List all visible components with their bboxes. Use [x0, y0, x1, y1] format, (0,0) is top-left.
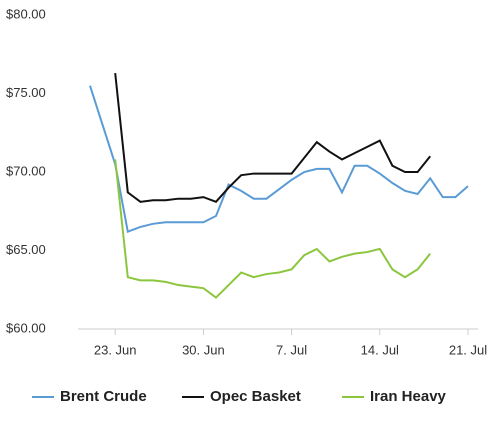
y-tick-label: $60.00	[6, 320, 46, 335]
line-series	[114, 159, 431, 299]
x-tick-label: 14. Jul	[361, 342, 399, 357]
y-tick-label: $75.00	[6, 85, 46, 100]
legend-text: Opec Basket	[210, 388, 301, 405]
y-tick-label: $70.00	[6, 163, 46, 178]
x-tick-label: 21. Jul	[449, 342, 487, 357]
legend-text: Iran Heavy	[370, 388, 447, 405]
y-tick-label: $80.00	[6, 6, 46, 21]
legend-text: Brent Crude	[60, 388, 147, 405]
x-tick-label: 23. Jun	[94, 342, 137, 357]
x-tick-label: 30. Jun	[182, 342, 225, 357]
x-tick-label: 7. Jul	[276, 342, 307, 357]
y-tick-label: $65.00	[6, 242, 46, 257]
line-series	[114, 72, 431, 204]
line-series	[89, 85, 469, 234]
